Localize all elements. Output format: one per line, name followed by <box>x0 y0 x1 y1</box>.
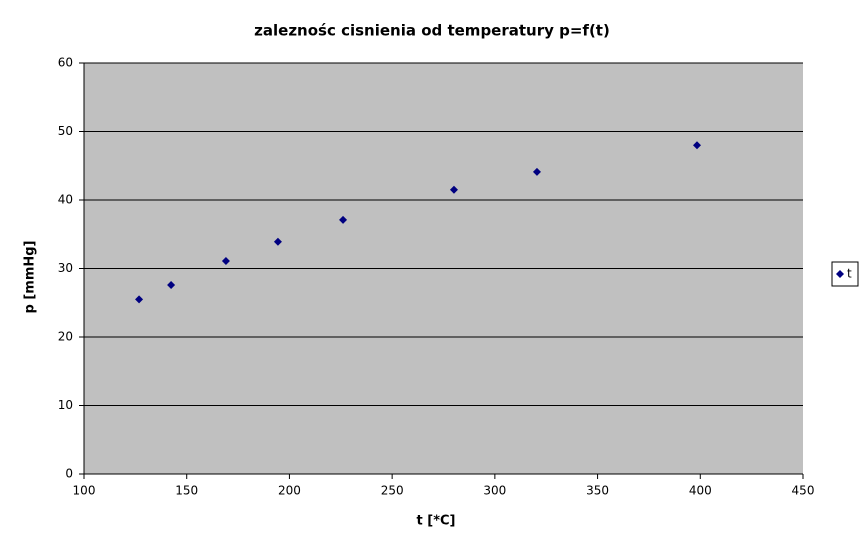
point <box>449 185 458 194</box>
y-tick-label: 60 <box>58 56 73 70</box>
y-tick-label: 10 <box>58 398 73 412</box>
chart-title: zaleznośc cisnienia od temperatury p=f(t… <box>254 22 610 40</box>
y-tick-label: 50 <box>58 124 73 138</box>
legend: t <box>831 261 859 287</box>
point <box>532 167 541 176</box>
y-tick-label: 30 <box>58 261 73 275</box>
legend-box <box>831 261 859 287</box>
x-axis-title: t [*C] <box>417 514 456 529</box>
x-tick-label: 400 <box>689 484 712 498</box>
y-tick-label: 40 <box>58 193 73 207</box>
y-tick-label: 0 <box>65 467 73 481</box>
legend-marker <box>836 270 844 278</box>
y-tick-label: 20 <box>58 330 73 344</box>
x-tick-label: 300 <box>483 484 506 498</box>
point <box>135 295 144 304</box>
x-tick-label: 250 <box>381 484 404 498</box>
legend-label: t <box>847 267 852 281</box>
point <box>692 141 701 150</box>
x-tick-label: 450 <box>792 484 815 498</box>
point <box>273 237 282 246</box>
point <box>221 256 230 265</box>
x-tick-label: 350 <box>586 484 609 498</box>
x-tick-label: 200 <box>278 484 301 498</box>
x-tick-label: 150 <box>175 484 198 498</box>
y-axis-title: p [mmHg] <box>23 241 38 314</box>
point <box>339 215 348 224</box>
point <box>167 280 176 289</box>
x-tick-label: 100 <box>73 484 96 498</box>
